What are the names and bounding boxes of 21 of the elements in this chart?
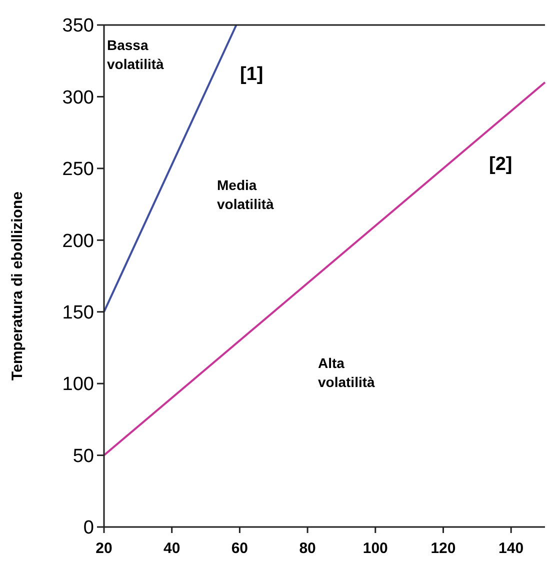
y-tick-label: 300 bbox=[62, 87, 94, 108]
x-tick-label: 40 bbox=[164, 540, 180, 557]
y-tick-label: 350 bbox=[62, 16, 94, 37]
annotation: [1] bbox=[240, 64, 264, 85]
y-tick-label: 150 bbox=[62, 302, 94, 324]
x-tick-label: 140 bbox=[498, 540, 524, 557]
x-tick-label: 100 bbox=[362, 540, 388, 557]
y-tick-label: 50 bbox=[72, 446, 94, 467]
x-tick-label: 20 bbox=[96, 540, 112, 557]
annotation: Alta volatilità bbox=[318, 355, 376, 390]
annotation: Bassa volatilità bbox=[107, 37, 164, 72]
x-tick-label: 60 bbox=[231, 540, 248, 557]
annotation: Media volatilità bbox=[217, 177, 274, 212]
y-tick-label: 200 bbox=[62, 230, 94, 252]
x-tick-label: 80 bbox=[299, 540, 316, 557]
x-tick-label: 120 bbox=[430, 540, 456, 557]
y-tick-label: 100 bbox=[62, 374, 94, 396]
annotation: [2] bbox=[489, 154, 512, 175]
y-tick-label: 250 bbox=[62, 159, 94, 180]
y-axis-title: Temperatura di ebollizione bbox=[9, 192, 26, 380]
y-tick-label: 0 bbox=[83, 518, 94, 539]
